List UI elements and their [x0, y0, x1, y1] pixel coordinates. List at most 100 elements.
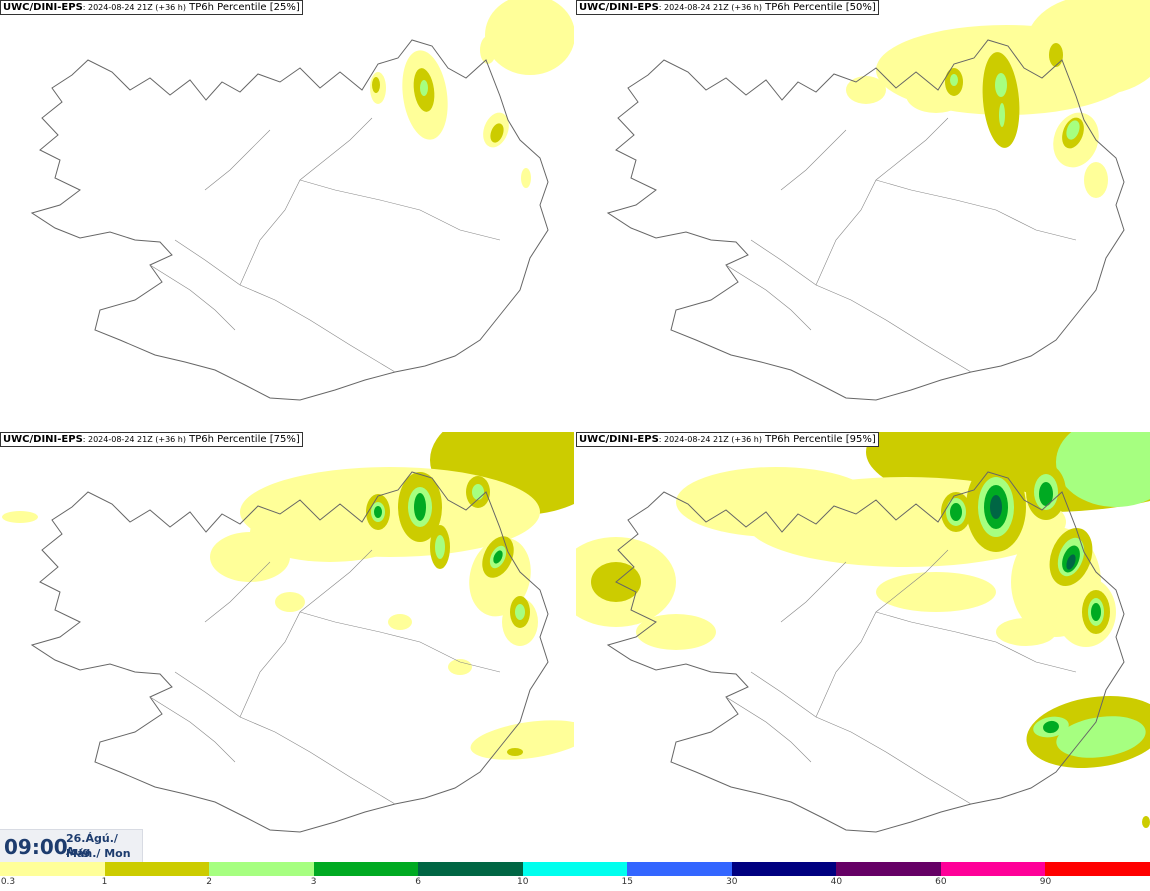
legend-swatch — [209, 862, 314, 876]
precip-map — [576, 432, 1150, 833]
precip-area — [1084, 162, 1108, 198]
road-line — [239, 117, 373, 286]
precip-area — [1066, 554, 1076, 570]
precip-area — [1066, 120, 1080, 140]
precip-area — [485, 0, 574, 75]
precip-area — [435, 535, 445, 559]
road-line — [780, 129, 847, 191]
coastline — [606, 39, 1125, 401]
precip-area — [996, 618, 1056, 646]
precip-area — [448, 659, 472, 675]
legend-tick-label: 6 — [415, 877, 422, 887]
panel-title: UWC/DINI-EPS: 2024-08-24 21Z (+36 h) TP6… — [576, 0, 879, 15]
road-line — [780, 561, 847, 623]
road-line — [875, 179, 1077, 241]
road-line — [725, 264, 812, 331]
legend-swatch — [836, 862, 941, 876]
road-line — [299, 179, 501, 241]
legend-swatch — [522, 862, 628, 876]
precip-area — [470, 720, 574, 760]
map-panel-p25: UWC/DINI-EPS: 2024-08-24 21Z (+36 h) TP6… — [0, 0, 574, 430]
precip-area — [507, 748, 523, 756]
precip-area — [876, 572, 996, 612]
valid-time: 09:00 — [4, 835, 68, 859]
precip-area — [210, 532, 290, 582]
legend-swatch — [0, 862, 105, 876]
legend-bar — [0, 862, 1150, 876]
road-line — [750, 239, 972, 373]
legend-tick-label: 90 — [1039, 877, 1052, 887]
precip-area — [1043, 720, 1059, 734]
precip-area — [1056, 432, 1150, 507]
precip-area — [414, 493, 426, 521]
legend-tick-label: 3 — [310, 877, 317, 887]
valid-date: 26.Ágú./ Aug — [66, 832, 118, 858]
map-panel-p95: UWC/DINI-EPS: 2024-08-24 21Z (+36 h) TP6… — [576, 432, 1150, 862]
legend-swatch — [313, 862, 419, 876]
precip-area — [676, 467, 876, 537]
precip-area — [2, 511, 38, 523]
panel-title: UWC/DINI-EPS: 2024-08-24 21Z (+36 h) TP6… — [576, 432, 879, 447]
precip-area — [521, 168, 531, 188]
legend-swatch — [731, 862, 837, 876]
legend-tick-label: 30 — [726, 877, 738, 887]
precip-area — [1056, 716, 1146, 758]
precip-area — [1091, 603, 1101, 621]
legend-tick-label: 2 — [206, 877, 212, 887]
precip-map — [2, 432, 574, 833]
panel-title: UWC/DINI-EPS: 2024-08-24 21Z (+36 h) TP6… — [0, 0, 303, 15]
precip-area — [472, 484, 484, 500]
road-line — [174, 671, 396, 805]
map-panel-p75: UWC/DINI-EPS: 2024-08-24 21Z (+36 h) TP6… — [0, 432, 574, 862]
road-line — [174, 239, 396, 373]
precip-area — [515, 604, 525, 620]
road-line — [204, 129, 271, 191]
precip-area — [420, 80, 428, 96]
coastline — [30, 39, 549, 401]
precip-area — [982, 52, 1020, 148]
legend-tick-label: 15 — [621, 877, 633, 887]
legend-tick-label: 60 — [935, 877, 947, 887]
road-line — [750, 671, 972, 805]
coastline — [606, 471, 1125, 833]
legend-swatch — [940, 862, 1046, 876]
legend-swatch — [104, 862, 210, 876]
road-line — [725, 696, 812, 763]
precip-area — [493, 550, 503, 564]
legend-tick-label: 40 — [830, 877, 843, 887]
precip-map — [30, 0, 574, 401]
legend-swatch — [627, 862, 732, 876]
precip-area — [950, 503, 962, 521]
precip-area — [846, 76, 886, 104]
precip-area — [1142, 816, 1150, 828]
precip-area — [372, 77, 380, 93]
legend-tick-label: 0.3 — [0, 877, 16, 887]
road-line — [875, 611, 1077, 673]
precip-area — [374, 506, 382, 518]
precip-area — [995, 73, 1007, 97]
panel-title: UWC/DINI-EPS: 2024-08-24 21Z (+36 h) TP6… — [0, 432, 303, 447]
road-line — [149, 264, 236, 331]
legend-tick-label: 1 — [101, 877, 108, 887]
map-panel-p50: UWC/DINI-EPS: 2024-08-24 21Z (+36 h) TP6… — [576, 0, 1150, 430]
precip-area — [990, 495, 1002, 519]
precip-map — [606, 0, 1150, 401]
precip-area — [1096, 0, 1150, 55]
precip-area — [950, 74, 958, 86]
precip-area — [1039, 482, 1053, 506]
precip-area — [275, 592, 305, 612]
legend-swatch — [418, 862, 523, 876]
precip-area — [636, 614, 716, 650]
legend-tick-label: 10 — [516, 877, 529, 887]
precip-area — [480, 36, 496, 64]
precip-area — [388, 614, 412, 630]
road-line — [149, 696, 236, 763]
valid-weekday: Mán./ Mon — [66, 847, 131, 860]
road-line — [204, 561, 271, 623]
coastline — [30, 471, 549, 833]
precip-area — [490, 123, 504, 143]
road-line — [299, 611, 501, 673]
color-legend: 0.3 1 2 3 6 10 15 30 40 60 90 — [0, 862, 1150, 891]
legend-swatch — [1045, 862, 1150, 876]
valid-time-box: 09:00 26.Ágú./ Aug Mán./ Mon — [0, 829, 143, 863]
